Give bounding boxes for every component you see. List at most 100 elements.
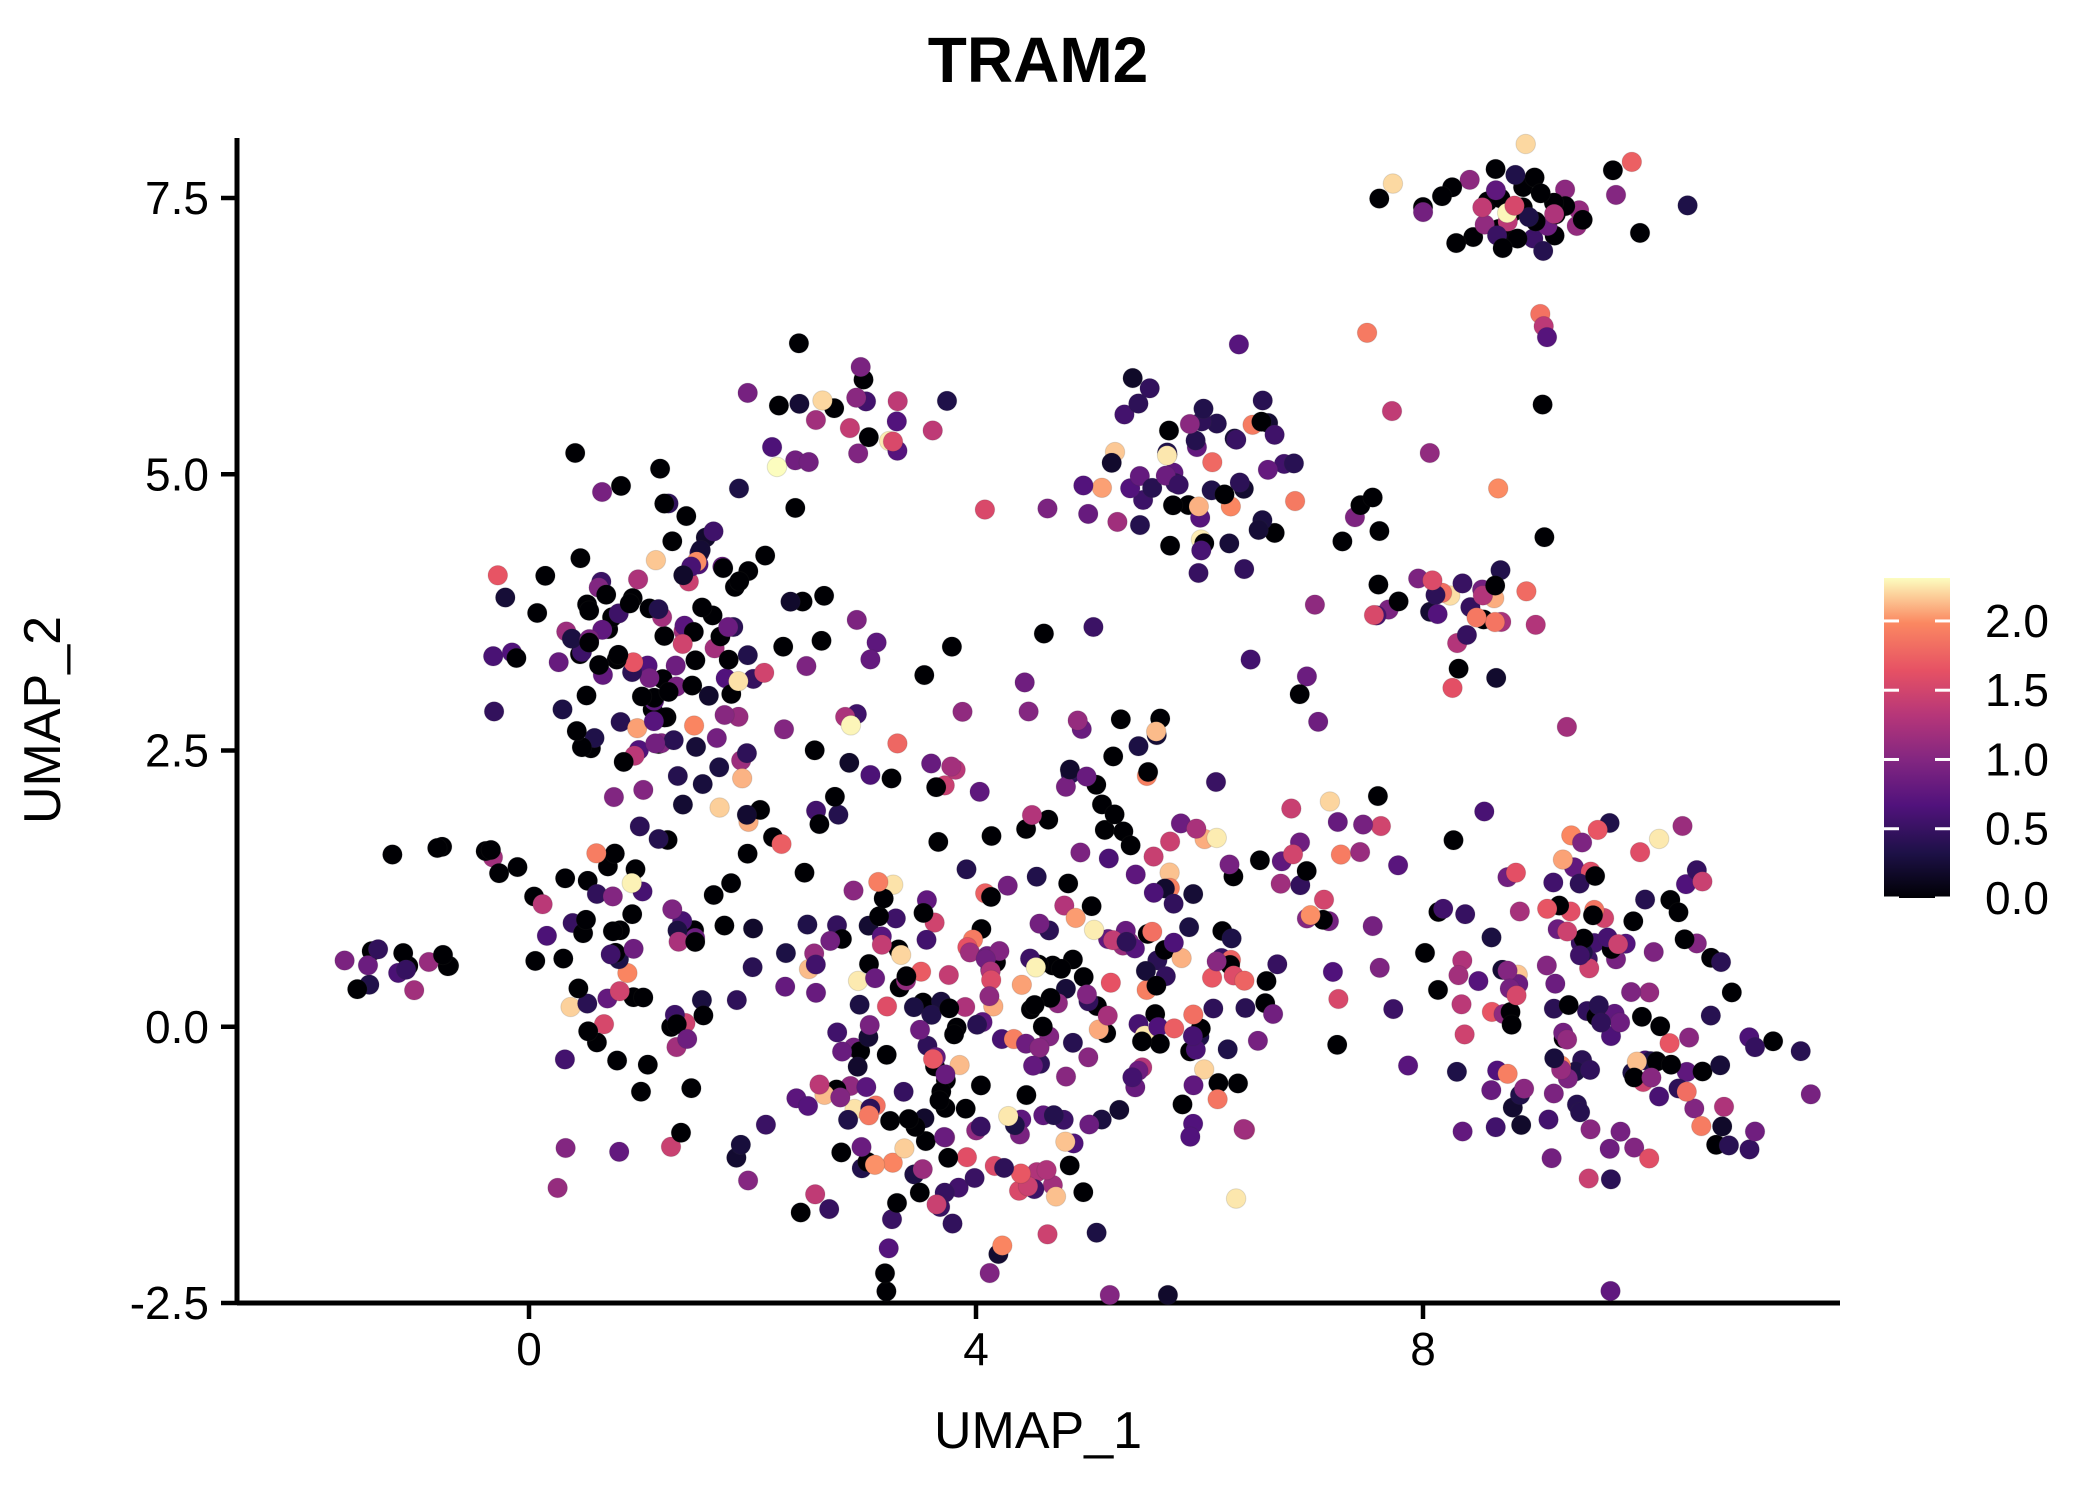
data-point bbox=[955, 1098, 977, 1119]
data-point bbox=[673, 565, 694, 586]
data-point bbox=[1739, 1139, 1760, 1160]
data-point bbox=[1018, 701, 1039, 722]
data-point bbox=[1073, 475, 1094, 496]
data-point bbox=[992, 1235, 1013, 1256]
data-point bbox=[1319, 791, 1341, 812]
data-point bbox=[1055, 1066, 1077, 1087]
data-point bbox=[552, 699, 573, 720]
data-point bbox=[1649, 1016, 1671, 1037]
data-point bbox=[1721, 982, 1743, 1003]
data-point bbox=[1180, 1126, 1201, 1147]
data-point bbox=[382, 844, 403, 865]
data-point bbox=[1307, 711, 1329, 733]
data-point bbox=[742, 918, 764, 939]
data-point bbox=[1641, 1067, 1662, 1088]
data-point bbox=[1207, 1088, 1228, 1110]
data-point bbox=[1452, 573, 1473, 594]
data-point bbox=[637, 1054, 659, 1075]
data-point bbox=[1081, 895, 1102, 917]
data-point bbox=[1168, 474, 1189, 496]
data-point bbox=[1412, 201, 1434, 223]
data-point bbox=[1516, 581, 1537, 602]
data-point bbox=[608, 1141, 630, 1163]
data-point bbox=[1183, 1004, 1204, 1025]
data-point bbox=[797, 1095, 819, 1117]
y-tick-label: 0.0 bbox=[145, 1001, 209, 1053]
data-point bbox=[1485, 667, 1507, 689]
data-point bbox=[554, 1049, 576, 1070]
data-point bbox=[887, 733, 908, 754]
data-point bbox=[1629, 841, 1651, 863]
data-point bbox=[1481, 1079, 1502, 1101]
data-point bbox=[1509, 901, 1531, 922]
data-point bbox=[1610, 1121, 1631, 1142]
data-point bbox=[578, 632, 600, 653]
data-point bbox=[1073, 966, 1094, 988]
data-point bbox=[548, 651, 570, 673]
data-point bbox=[1172, 1094, 1193, 1115]
data-point bbox=[1219, 854, 1240, 875]
data-point bbox=[1590, 1012, 1612, 1033]
data-point bbox=[1648, 1086, 1670, 1107]
data-point bbox=[1677, 195, 1698, 216]
data-point bbox=[828, 804, 849, 826]
data-point bbox=[1055, 776, 1077, 798]
data-point bbox=[1543, 203, 1565, 225]
data-point bbox=[681, 675, 703, 696]
data-point bbox=[790, 1202, 812, 1223]
data-point bbox=[874, 1263, 896, 1284]
data-point bbox=[1504, 195, 1525, 216]
data-point bbox=[1262, 1003, 1284, 1025]
data-point bbox=[859, 1014, 881, 1036]
data-point bbox=[1362, 915, 1383, 937]
data-point bbox=[1369, 188, 1390, 209]
data-point bbox=[970, 1075, 992, 1096]
data-point bbox=[1456, 624, 1478, 646]
data-point bbox=[979, 1262, 1001, 1284]
data-point bbox=[912, 1158, 934, 1180]
data-point bbox=[766, 456, 788, 478]
data-point bbox=[577, 993, 598, 1014]
colorbar-ticks bbox=[1884, 619, 1950, 900]
data-point bbox=[1183, 1075, 1204, 1096]
data-point bbox=[1534, 526, 1555, 548]
data-point bbox=[856, 1076, 877, 1098]
data-point bbox=[1076, 766, 1097, 787]
data-point bbox=[1744, 1036, 1766, 1058]
data-point bbox=[761, 436, 783, 458]
data-point bbox=[1077, 503, 1099, 525]
data-point bbox=[488, 862, 510, 884]
data-point bbox=[629, 816, 651, 837]
data-point bbox=[1131, 1031, 1153, 1052]
data-point bbox=[771, 833, 792, 855]
data-point bbox=[1543, 1083, 1565, 1104]
data-point bbox=[970, 1116, 992, 1137]
data-point bbox=[1045, 1186, 1067, 1207]
colorbar-labels: 0.0 0.5 1.0 1.5 2.0 bbox=[1985, 595, 2049, 924]
data-point bbox=[1026, 866, 1047, 888]
data-point bbox=[1313, 889, 1335, 911]
data-point bbox=[1602, 160, 1624, 181]
data-point bbox=[1368, 574, 1389, 595]
data-point bbox=[1638, 1148, 1660, 1169]
data-point bbox=[1571, 832, 1593, 853]
data-point bbox=[1330, 844, 1352, 865]
data-point bbox=[809, 1074, 830, 1095]
data-point bbox=[1584, 865, 1606, 887]
data-point bbox=[706, 727, 728, 749]
data-point bbox=[1459, 169, 1480, 191]
data-point bbox=[693, 1005, 714, 1026]
data-point bbox=[1536, 955, 1558, 976]
x-axis-ticks: 0 4 8 bbox=[516, 1303, 1436, 1375]
data-point bbox=[1525, 614, 1546, 636]
data-point bbox=[1141, 921, 1163, 943]
data-point bbox=[683, 715, 705, 736]
data-point bbox=[1468, 970, 1489, 992]
data-point bbox=[824, 786, 846, 808]
data-point bbox=[966, 1014, 988, 1035]
data-point bbox=[1507, 228, 1528, 249]
data-point bbox=[1116, 931, 1137, 953]
data-point bbox=[1800, 1084, 1822, 1105]
data-point bbox=[1122, 367, 1143, 389]
